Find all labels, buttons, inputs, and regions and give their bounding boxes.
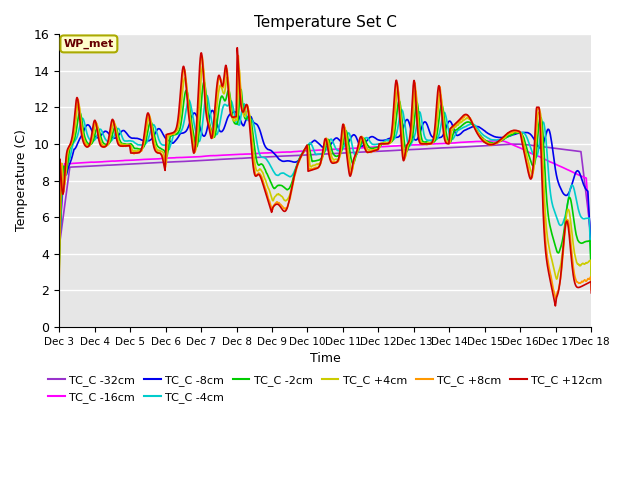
TC_C +12cm (572, 283, 580, 289)
TC_C -8cm (572, 169, 580, 175)
TC_C +8cm (588, 287, 595, 293)
TC_C -8cm (588, 252, 595, 257)
TC_C -16cm (300, 148, 308, 154)
TC_C -8cm (314, 140, 322, 146)
TC_C -16cm (493, 138, 501, 144)
TC_C -2cm (83, 138, 90, 144)
TC_C +12cm (573, 284, 580, 289)
TC_C -32cm (572, 148, 580, 154)
TC_C -4cm (55, 258, 63, 264)
TC_C -16cm (588, 247, 595, 252)
TC_C -4cm (314, 151, 322, 157)
TC_C +12cm (475, 132, 483, 138)
TC_C -8cm (475, 124, 483, 130)
TC_C -16cm (474, 139, 482, 144)
TC_C -4cm (300, 147, 308, 153)
TC_C -4cm (475, 127, 483, 132)
TC_C +12cm (300, 147, 308, 153)
TC_C -32cm (300, 152, 308, 158)
TC_C -32cm (572, 148, 580, 154)
TC_C -8cm (572, 169, 580, 175)
TC_C +4cm (572, 256, 580, 262)
TC_C +8cm (314, 165, 322, 170)
TC_C -2cm (572, 230, 580, 236)
TC_C -4cm (203, 93, 211, 98)
TC_C -4cm (588, 264, 595, 270)
TC_C +8cm (573, 279, 580, 285)
TC_C +8cm (572, 277, 580, 283)
TC_C +12cm (55, 239, 63, 245)
TC_C +12cm (83, 144, 90, 150)
TC_C -8cm (83, 123, 90, 129)
TC_C -2cm (475, 130, 483, 136)
TC_C +4cm (475, 131, 483, 136)
TC_C +8cm (552, 297, 560, 302)
TC_C +4cm (199, 63, 207, 69)
TC_C +4cm (55, 274, 63, 280)
TC_C -16cm (572, 171, 580, 177)
Line: TC_C -8cm: TC_C -8cm (59, 110, 591, 254)
TC_C -2cm (200, 79, 208, 85)
Line: TC_C -4cm: TC_C -4cm (59, 96, 591, 267)
TC_C -4cm (572, 194, 580, 200)
TC_C +12cm (552, 303, 559, 309)
Line: TC_C -16cm: TC_C -16cm (59, 141, 591, 250)
Line: TC_C +4cm: TC_C +4cm (59, 66, 591, 282)
TC_C +8cm (55, 280, 63, 286)
TC_C -8cm (209, 108, 216, 113)
TC_C -16cm (314, 147, 322, 153)
TC_C +8cm (234, 53, 242, 59)
TC_C +12cm (588, 290, 595, 296)
TC_C -32cm (474, 143, 482, 149)
TC_C -32cm (83, 164, 90, 169)
Title: Temperature Set C: Temperature Set C (254, 15, 397, 30)
TC_C -8cm (300, 148, 308, 154)
TC_C +4cm (300, 148, 308, 154)
Line: TC_C +8cm: TC_C +8cm (59, 56, 591, 300)
TC_C -2cm (300, 148, 308, 154)
TC_C -32cm (314, 152, 322, 157)
TC_C -4cm (83, 128, 90, 134)
Line: TC_C -32cm: TC_C -32cm (59, 144, 591, 247)
TC_C +8cm (475, 132, 483, 137)
Legend: TC_C -32cm, TC_C -16cm, TC_C -8cm, TC_C -4cm, TC_C -2cm, TC_C +4cm, TC_C +8cm, T: TC_C -32cm, TC_C -16cm, TC_C -8cm, TC_C … (44, 371, 607, 407)
TC_C -32cm (513, 141, 520, 147)
TC_C -8cm (55, 248, 63, 254)
Y-axis label: Temperature (C): Temperature (C) (15, 130, 28, 231)
TC_C -2cm (55, 266, 63, 272)
Line: TC_C +12cm: TC_C +12cm (59, 48, 591, 306)
TC_C +4cm (588, 279, 595, 285)
Line: TC_C -2cm: TC_C -2cm (59, 82, 591, 276)
TC_C +4cm (314, 162, 322, 168)
TC_C +8cm (83, 144, 90, 149)
TC_C -16cm (55, 242, 63, 248)
TC_C +12cm (314, 165, 322, 170)
TC_C +4cm (83, 141, 90, 147)
TC_C +8cm (300, 148, 308, 154)
TC_C -2cm (314, 157, 322, 163)
TC_C -2cm (572, 232, 580, 238)
TC_C +12cm (234, 45, 241, 50)
X-axis label: Time: Time (310, 352, 340, 365)
TC_C -16cm (572, 171, 580, 177)
TC_C -32cm (55, 244, 63, 250)
TC_C -16cm (83, 159, 90, 165)
Text: WP_met: WP_met (64, 39, 114, 49)
TC_C -4cm (572, 196, 580, 202)
TC_C -2cm (588, 273, 595, 279)
TC_C +4cm (572, 257, 580, 263)
TC_C -32cm (588, 235, 595, 240)
